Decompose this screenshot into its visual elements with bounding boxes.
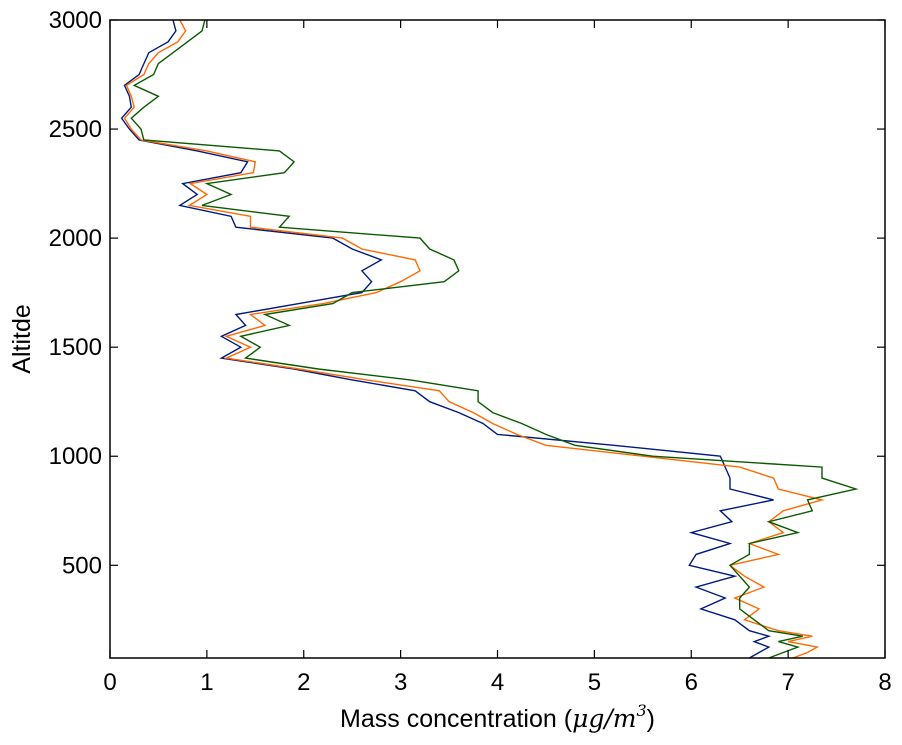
x-tick-label: 4 [491,669,504,696]
x-axis-label: Mass concentration (μg/m3) [340,701,655,733]
x-tick-label: 7 [781,669,794,696]
chart-ticks: 0 1 2 3 4 5 6 7 8 500 1000 1500 2000 2500 3000 [49,7,892,696]
x-tick-label: 8 [878,669,891,696]
x-tick-label: 6 [685,669,698,696]
y-tick-label: 2000 [49,225,102,252]
x-tick-label: 5 [588,669,601,696]
series-line-3 [130,19,859,659]
y-tick-label: 500 [62,552,102,579]
y-tick-label: 3000 [49,7,102,34]
series-line-1 [120,19,774,659]
series-line-2 [123,19,825,659]
chart-series-group [120,19,859,659]
x-tick-label: 0 [103,669,116,696]
y-tick-label: 2500 [49,116,102,143]
x-tick-label: 2 [297,669,310,696]
plot-frame [109,19,886,659]
y-tick-label: 1500 [49,334,102,361]
x-tick-label: 1 [200,669,213,696]
y-axis-label: Altitde [8,304,36,373]
x-tick-label: 3 [394,669,407,696]
y-tick-label: 1000 [49,443,102,470]
